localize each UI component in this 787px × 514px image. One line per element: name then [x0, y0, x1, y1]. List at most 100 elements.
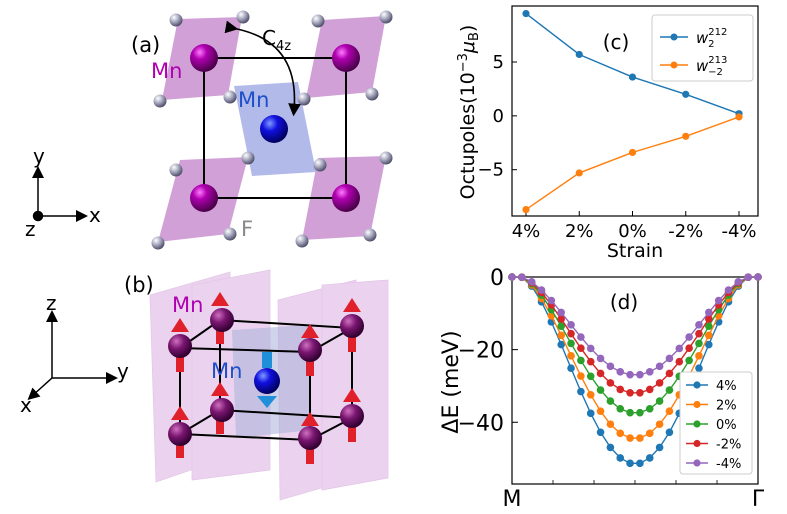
data-point	[754, 273, 762, 281]
y-tick-label: −5	[477, 160, 504, 181]
x-start-label: M	[503, 487, 522, 512]
series-line-0	[511, 276, 759, 465]
data-point	[682, 90, 690, 98]
data-point	[645, 368, 654, 376]
data-point	[537, 286, 546, 294]
mn-center-label: Mn	[238, 88, 269, 112]
data-point	[628, 73, 637, 81]
axis-b-y: y	[117, 359, 129, 383]
data-point	[744, 273, 752, 281]
spin-up-arrow	[171, 406, 189, 458]
data-point	[596, 407, 605, 415]
data-point	[655, 397, 664, 405]
mn-atom	[298, 338, 322, 362]
data-point	[586, 344, 595, 353]
data-point	[645, 429, 654, 438]
data-point	[655, 362, 664, 371]
data-point	[508, 273, 516, 281]
fluorine-atom	[379, 151, 393, 165]
spin-up-arrow	[301, 412, 319, 464]
data-point	[655, 379, 664, 387]
chart-c: 4% 2% 0% -2% -4% −5 0 5 Strain Octupoles(10−3μB) (…	[456, 5, 759, 262]
data-point	[567, 321, 575, 329]
axis-b-z: z	[46, 291, 57, 315]
axis-a-x: x	[89, 203, 101, 227]
y-tick-label: 0	[490, 266, 504, 291]
panel-a-label: (a)	[131, 33, 160, 57]
y-tick-label: 5	[493, 52, 504, 73]
b-center-spin	[254, 352, 280, 408]
data-point	[557, 315, 565, 323]
data-point	[675, 344, 684, 353]
data-point	[557, 322, 565, 330]
data-point	[596, 386, 605, 394]
data-point	[695, 321, 703, 329]
mn-atom	[210, 308, 234, 332]
data-point	[645, 404, 654, 413]
legend-label: -4%	[716, 457, 741, 472]
data-point	[626, 388, 634, 397]
b-spin-arrows	[171, 292, 361, 464]
data-point	[695, 329, 703, 338]
data-point	[616, 454, 625, 462]
panel-a-structure: (a) Mn Mn C4z F	[131, 10, 393, 250]
data-point	[586, 372, 595, 381]
fluorine-atom	[311, 14, 325, 28]
data-point	[606, 443, 615, 452]
data-point	[682, 132, 690, 140]
fluorine-atom	[313, 158, 327, 172]
mn-center-atom	[260, 115, 288, 143]
plot-frame	[511, 5, 759, 217]
data-point	[705, 308, 713, 317]
legend-swatch-marker	[670, 33, 678, 41]
x-tick-label: -4%	[721, 221, 756, 242]
data-point	[705, 340, 713, 349]
data-point	[714, 296, 723, 305]
fluorine-atom	[223, 90, 237, 104]
mn-atom	[332, 44, 360, 72]
data-point	[665, 369, 674, 378]
legend-label: 4%	[716, 379, 737, 394]
data-point	[547, 296, 556, 305]
data-point	[665, 354, 674, 363]
data-point	[626, 408, 634, 417]
data-point	[567, 352, 575, 360]
data-point	[577, 387, 585, 396]
y-tick-label: −40	[458, 411, 504, 436]
spin-up-arrow	[211, 292, 229, 344]
x-end-label: Γ	[752, 487, 765, 512]
y-axis-label: ΔE (meV)	[439, 330, 464, 433]
data-point	[557, 308, 565, 317]
data-point	[665, 386, 674, 394]
y-tick-label: −20	[458, 339, 504, 364]
legend-label: 0%	[716, 418, 737, 433]
data-point	[557, 331, 565, 340]
data-point	[606, 397, 615, 405]
data-point	[616, 368, 625, 376]
legend-label: w213 −2	[696, 55, 727, 78]
fluorine-atom	[153, 94, 167, 108]
data-point	[636, 370, 644, 379]
legend-box	[679, 371, 753, 475]
data-point	[577, 333, 585, 341]
legend-label: w212 2	[696, 27, 727, 50]
mn-atom	[298, 426, 322, 450]
data-point	[626, 434, 634, 442]
panel-b-structure: (b) Mn Mn	[124, 269, 389, 501]
axis-b-x: x	[20, 393, 32, 417]
data-point	[567, 329, 575, 338]
data-point	[586, 409, 595, 418]
fluorine-atom	[379, 10, 393, 24]
mn-atom	[210, 398, 234, 422]
data-point	[522, 205, 530, 214]
data-point	[575, 50, 583, 59]
data-point	[575, 169, 583, 177]
mn-atom	[340, 314, 364, 338]
legend-swatch-marker	[693, 459, 701, 467]
legend-swatch-marker	[670, 61, 678, 69]
fluorine-atom	[236, 10, 250, 24]
legend-swatch-marker	[693, 420, 701, 428]
data-point	[577, 344, 585, 353]
data-point	[577, 356, 585, 365]
data-point	[626, 459, 634, 468]
